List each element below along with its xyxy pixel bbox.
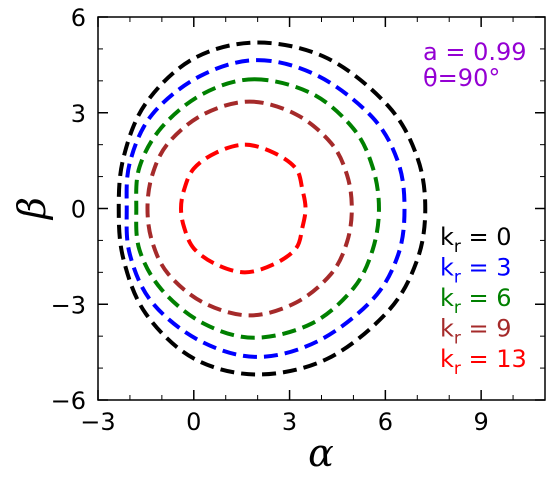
y-axis-label: β [10, 197, 54, 221]
y-tick-label: 0 [71, 196, 86, 224]
series-curve-2 [134, 77, 381, 340]
legend-entry-0: kr = 0 [440, 223, 512, 257]
x-axis-label: α [308, 431, 334, 475]
y-tick-label: 6 [71, 4, 86, 32]
x-tick-label: 0 [186, 408, 201, 436]
x-tick-label: 9 [474, 408, 489, 436]
legend-entry-1: kr = 3 [440, 254, 512, 288]
series-curve-3 [145, 99, 354, 318]
x-tick-label: −3 [80, 408, 115, 436]
series-group [116, 40, 428, 377]
annotation-spin: a = 0.99 [423, 38, 527, 66]
legend-entry-2: kr = 6 [440, 284, 512, 318]
legend-entry-4: kr = 13 [440, 345, 527, 379]
series-curve-1 [124, 58, 407, 359]
y-tick-label: 3 [71, 100, 86, 128]
series-curve-4 [179, 142, 308, 275]
legend-entry-3: kr = 9 [440, 315, 512, 349]
annotation-inclination: θ=90° [423, 64, 500, 92]
x-tick-label: 3 [282, 408, 297, 436]
y-tick-label: −6 [51, 387, 86, 415]
legend: kr = 0kr = 3kr = 6kr = 9kr = 13 [440, 223, 527, 379]
major-ticks [97, 16, 545, 401]
x-tick-label: 6 [378, 408, 393, 436]
y-tick-label: −3 [51, 291, 86, 319]
minor-ticks [98, 17, 546, 400]
